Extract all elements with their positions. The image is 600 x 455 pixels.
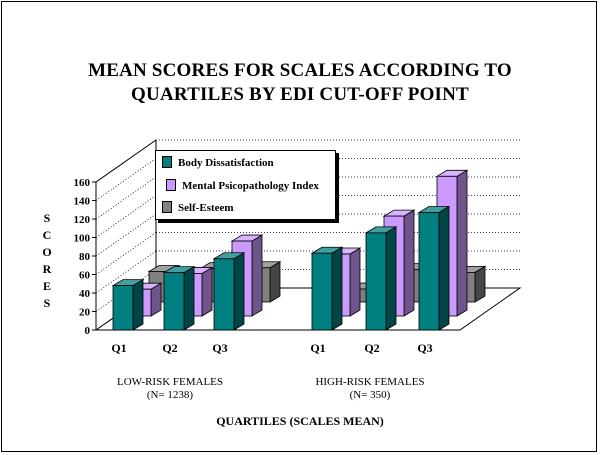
- group-label-low-risk: LOW-RISK FEMALES (N= 1238): [85, 376, 255, 402]
- legend-label-self-esteem: Self-Esteem: [178, 202, 234, 214]
- x-category-label: Q1: [310, 341, 325, 355]
- bar-mental-index: [403, 209, 415, 317]
- side-gridline: [95, 176, 157, 220]
- legend-item-self-esteem: Self-Esteem: [162, 201, 234, 215]
- bar-body-dissatisfaction: [311, 252, 333, 331]
- legend-label-mental-index: Mental Psicopathology Index: [182, 180, 319, 192]
- bar-body-dissatisfaction: [365, 232, 387, 331]
- legend-swatch-mental-index: [166, 179, 176, 191]
- legend-swatch-body-dissatisfaction: [162, 156, 172, 168]
- x-category-label: Q3: [417, 341, 432, 355]
- bar-body-dissatisfaction: [385, 226, 397, 331]
- y-tick-label: 20: [79, 307, 91, 319]
- group-label-low-risk-line2: (N= 1238): [146, 389, 194, 401]
- y-tick-label: 120: [74, 214, 91, 226]
- legend-item-body-dissatisfaction: Body Dissatisfaction: [162, 156, 274, 170]
- y-tick-label: 60: [79, 270, 91, 282]
- chart-legend: Body Dissatisfaction Mental Psicopatholo…: [155, 150, 336, 220]
- bar-body-dissatisfaction: [213, 258, 235, 331]
- bar-body-dissatisfaction: [163, 272, 185, 331]
- y-axis-label-letter: E: [42, 279, 51, 293]
- group-label-high-risk: HIGH-RISK FEMALES (N= 350): [285, 376, 455, 402]
- y-tick-label: 160: [74, 177, 91, 189]
- chart-title-line1: MEAN SCORES FOR SCALES ACCORDING TO: [88, 60, 512, 81]
- bar-mental-index: [251, 234, 263, 317]
- x-category-label: Q2: [162, 341, 177, 355]
- side-gridline: [95, 195, 157, 238]
- side-gridline: [95, 250, 157, 294]
- group-label-high-risk-line1: HIGH-RISK FEMALES: [315, 376, 425, 388]
- legend-label-body-dissatisfaction: Body Dissatisfaction: [178, 157, 274, 169]
- bar-self-esteem: [269, 261, 281, 303]
- y-axis-label-letter: C: [42, 228, 52, 242]
- side-gridline: [95, 213, 157, 257]
- side-gridline: [95, 158, 157, 201]
- bar-mental-index: [349, 247, 361, 317]
- x-category-label: Q3: [212, 341, 227, 355]
- bar-body-dissatisfaction: [183, 265, 195, 331]
- bar-body-dissatisfaction: [438, 205, 450, 331]
- y-axis-label-letter: S: [43, 211, 51, 225]
- y-tick-label: 0: [85, 325, 91, 337]
- y-tick-label: 40: [79, 288, 91, 300]
- bar-body-dissatisfaction: [233, 252, 245, 331]
- y-axis-label-letter: O: [42, 245, 52, 259]
- legend-item-mental-index: Mental Psicopathology Index: [166, 179, 319, 193]
- y-tick-label: 140: [74, 196, 91, 208]
- bar-mental-index: [456, 169, 468, 317]
- bar-body-dissatisfaction: [112, 285, 134, 331]
- bar-mental-index: [201, 266, 213, 317]
- y-axis-label-letter: S: [43, 296, 51, 310]
- legend-swatch-self-esteem: [162, 201, 172, 213]
- x-axis-title: QUARTILES (SCALES MEAN): [216, 414, 384, 428]
- y-tick-label: 80: [79, 251, 91, 263]
- bar-body-dissatisfaction: [132, 278, 144, 331]
- y-axis-label-letter: R: [42, 262, 52, 276]
- side-gridline: [95, 232, 157, 275]
- chart-title-line2: QUARTILES BY EDI CUT-OFF POINT: [131, 84, 469, 105]
- group-label-high-risk-line2: (N= 350): [349, 389, 391, 401]
- side-wall-top-edge: [95, 139, 157, 183]
- bar-body-dissatisfaction: [418, 212, 440, 331]
- bar-body-dissatisfaction: [331, 246, 343, 331]
- group-label-low-risk-line1: LOW-RISK FEMALES: [116, 376, 224, 388]
- y-tick-label: 100: [74, 233, 91, 245]
- x-category-label: Q2: [364, 341, 379, 355]
- x-category-label: Q1: [111, 341, 126, 355]
